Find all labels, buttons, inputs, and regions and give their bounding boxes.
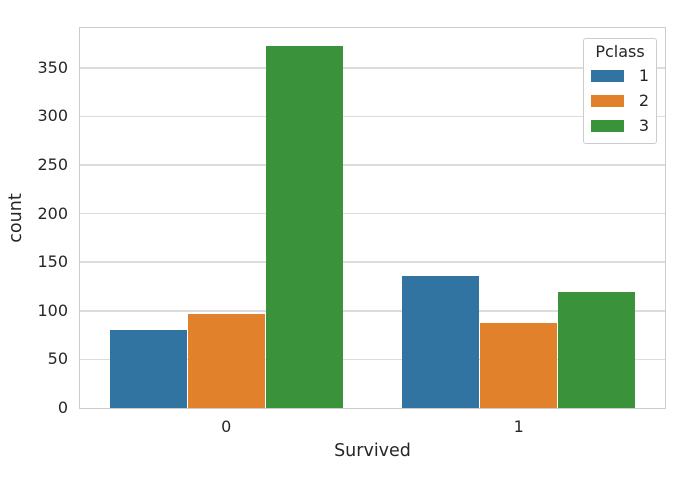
y-axis-tick-label: 50 bbox=[47, 349, 68, 369]
legend: Pclass 1 2 3 bbox=[583, 38, 657, 144]
bar-survived-0-pclass-2 bbox=[187, 313, 265, 408]
legend-title: Pclass bbox=[595, 42, 645, 61]
x-axis-label: Survived bbox=[334, 441, 411, 461]
x-axis-tick-label: 0 bbox=[221, 417, 232, 436]
y-axis-tick-label: 250 bbox=[37, 155, 68, 175]
legend-item-pclass-2: 2 bbox=[591, 88, 649, 113]
gridline-y-100 bbox=[80, 310, 665, 312]
bar-survived-1-pclass-2 bbox=[480, 323, 558, 408]
legend-swatch-icon bbox=[591, 69, 624, 82]
gridline-y-150 bbox=[80, 261, 665, 263]
legend-item-label: 1 bbox=[638, 65, 649, 85]
gridline-y-300 bbox=[80, 115, 665, 118]
bar-survived-0-pclass-3 bbox=[265, 46, 343, 408]
plot-area bbox=[79, 27, 666, 409]
legend-swatch-icon bbox=[591, 119, 624, 132]
x-axis-tick-label: 1 bbox=[513, 417, 524, 436]
y-axis-tick-label: 200 bbox=[37, 203, 68, 223]
bar-survived-1-pclass-3 bbox=[558, 292, 636, 408]
gridline-y-50 bbox=[80, 358, 665, 361]
legend-item-label: 2 bbox=[638, 90, 649, 110]
legend-item-pclass-1: 1 bbox=[591, 63, 649, 88]
gridline-y-250 bbox=[80, 164, 665, 166]
y-axis-tick-label: 100 bbox=[37, 300, 68, 320]
legend-swatch-icon bbox=[591, 94, 624, 107]
y-axis-tick-label: 0 bbox=[57, 398, 68, 417]
y-axis-tick-label: 300 bbox=[37, 106, 68, 126]
y-axis-tick-label: 150 bbox=[37, 252, 68, 272]
y-axis-tick-label: 350 bbox=[37, 57, 68, 77]
legend-items: 1 2 3 bbox=[591, 63, 649, 138]
gridline-y-350 bbox=[80, 67, 665, 69]
bar-survived-1-pclass-1 bbox=[402, 275, 480, 408]
legend-item-label: 3 bbox=[638, 115, 649, 135]
gridline-y-200 bbox=[80, 212, 665, 215]
legend-item-pclass-3: 3 bbox=[591, 113, 649, 138]
bar-survived-0-pclass-1 bbox=[109, 330, 187, 408]
